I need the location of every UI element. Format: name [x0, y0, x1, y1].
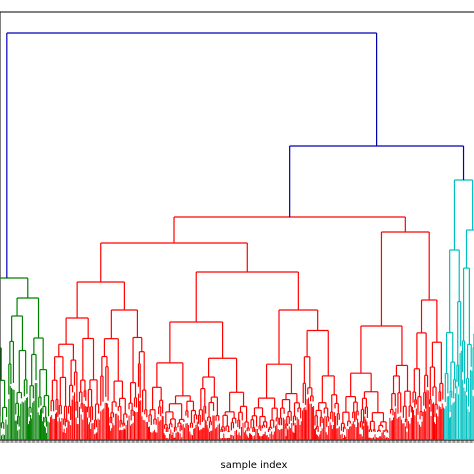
x-tick-marks	[0, 440, 474, 443]
x-axis-label: sample index	[221, 460, 288, 471]
dendrogram-links	[0, 32, 474, 440]
